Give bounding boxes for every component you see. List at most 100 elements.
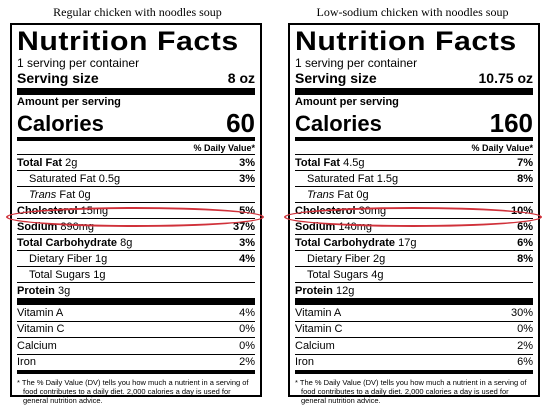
vitamin-pct: 0% xyxy=(517,323,533,336)
amount-per-serving: Amount per serving xyxy=(295,96,399,108)
amount-per-serving: Amount per serving xyxy=(17,96,121,108)
nutrition-label-regular: Nutrition Facts 1 serving per container … xyxy=(10,23,262,405)
total-fat-amount: 2g xyxy=(65,156,78,169)
label-title: Nutrition Facts xyxy=(17,26,239,56)
serving-size-value: 8 oz xyxy=(227,70,255,86)
fiber-label: Dietary Fiber 1g xyxy=(29,252,108,265)
vitamin-label: Iron xyxy=(295,356,314,369)
saturated-fat-pct: 8% xyxy=(517,172,533,185)
row-carbohydrate: Total Carbohydrate 17g 6% xyxy=(295,234,533,250)
carbohydrate-pct: 3% xyxy=(239,236,255,249)
trans-fat-italic: Trans xyxy=(307,188,335,201)
row-vitamin: Vitamin C 0% xyxy=(295,320,533,338)
calories-value: 60 xyxy=(226,108,255,138)
calories-value: 160 xyxy=(489,108,533,138)
row-total-fat: Total Fat 2g 3% xyxy=(17,154,255,170)
carbohydrate-label: Total Carbohydrate xyxy=(295,236,396,249)
row-fiber: Dietary Fiber 1g 4% xyxy=(17,250,255,266)
row-vitamin: Iron 2% xyxy=(17,353,255,371)
total-fat-pct: 7% xyxy=(517,156,533,169)
vitamin-pct: 30% xyxy=(510,306,533,319)
calories-label: Calories xyxy=(295,111,382,136)
label-title: Nutrition Facts xyxy=(295,26,517,56)
footnote: * The % Daily Value (DV) tells you how m… xyxy=(295,378,527,405)
daily-value-header: % Daily Value* xyxy=(471,143,533,153)
row-sugars: Total Sugars 1g xyxy=(17,266,255,282)
carbohydrate-amount: 17g xyxy=(398,236,417,249)
row-protein: Protein 12g xyxy=(295,282,533,298)
row-protein: Protein 3g xyxy=(17,282,255,298)
footnote: * The % Daily Value (DV) tells you how m… xyxy=(17,378,249,405)
saturated-fat-label: Saturated Fat 0.5g xyxy=(29,172,121,185)
saturated-fat-pct: 3% xyxy=(239,172,255,185)
vitamin-label: Vitamin C xyxy=(295,323,343,336)
protein-label: Protein xyxy=(17,284,55,297)
trans-fat-rest: Fat 0g xyxy=(337,188,369,201)
row-vitamin: Calcium 0% xyxy=(17,337,255,354)
label-caption-regular: Regular chicken with noodles soup xyxy=(53,5,222,19)
divider-medium xyxy=(17,137,255,141)
divider-thick xyxy=(295,298,533,305)
calories-label: Calories xyxy=(17,111,104,136)
serving-size-value: 10.75 oz xyxy=(478,70,533,86)
vitamin-pct: 2% xyxy=(517,339,533,352)
divider-medium xyxy=(295,137,533,141)
row-total-fat: Total Fat 4.5g 7% xyxy=(295,154,533,170)
divider-medium xyxy=(17,370,255,374)
row-trans-fat: Trans Fat 0g xyxy=(295,186,533,202)
row-saturated-fat: Saturated Fat 0.5g 3% xyxy=(17,170,255,186)
vitamin-label: Iron xyxy=(17,356,36,369)
vitamin-pct: 2% xyxy=(239,356,255,369)
sugars-label: Total Sugars 4g xyxy=(307,268,384,281)
divider-medium xyxy=(295,370,533,374)
serving-size-label: Serving size xyxy=(295,70,377,86)
calories-row: Calories 160 xyxy=(295,108,533,136)
carbohydrate-amount: 8g xyxy=(120,236,133,249)
row-sugars: Total Sugars 4g xyxy=(295,266,533,282)
fiber-pct: 4% xyxy=(239,252,255,265)
row-carbohydrate: Total Carbohydrate 8g 3% xyxy=(17,234,255,250)
vitamin-pct: 0% xyxy=(239,339,255,352)
protein-amount: 12g xyxy=(335,284,355,297)
vitamin-label: Calcium xyxy=(295,339,335,352)
fiber-label: Dietary Fiber 2g xyxy=(307,252,386,265)
fiber-pct: 8% xyxy=(517,252,533,265)
serving-size-label: Serving size xyxy=(17,70,99,86)
vitamin-pct: 0% xyxy=(239,323,255,336)
trans-fat-rest: Fat 0g xyxy=(59,188,91,201)
saturated-fat-label: Saturated Fat 1.5g xyxy=(307,172,399,185)
sugars-label: Total Sugars 1g xyxy=(29,268,106,281)
sodium-highlight-oval-low-sodium xyxy=(284,207,542,227)
total-fat-amount: 4.5g xyxy=(343,156,365,169)
row-vitamin: Vitamin C 0% xyxy=(17,320,255,338)
row-vitamin: Vitamin A 30% xyxy=(295,305,533,321)
calories-row: Calories 60 xyxy=(17,108,255,136)
label-caption-low-sodium: Low-sodium chicken with noodles soup xyxy=(316,5,509,19)
servings-per-container: 1 serving per container xyxy=(17,56,140,70)
vitamin-label: Vitamin A xyxy=(17,306,64,319)
serving-size-row: Serving size 8 oz xyxy=(17,70,255,86)
daily-value-header: % Daily Value* xyxy=(193,143,255,153)
trans-fat-italic: Trans xyxy=(29,188,57,201)
servings-per-container: 1 serving per container xyxy=(295,56,418,70)
carbohydrate-pct: 6% xyxy=(517,236,533,249)
serving-size-row: Serving size 10.75 oz xyxy=(295,70,533,86)
total-fat-label: Total Fat xyxy=(295,156,341,169)
vitamin-pct: 4% xyxy=(239,306,255,319)
row-saturated-fat: Saturated Fat 1.5g 8% xyxy=(295,170,533,186)
vitamin-label: Calcium xyxy=(17,339,57,352)
carbohydrate-label: Total Carbohydrate xyxy=(17,236,118,249)
total-fat-label: Total Fat xyxy=(17,156,63,169)
divider-thick xyxy=(295,88,533,95)
row-vitamin: Vitamin A 4% xyxy=(17,305,255,321)
protein-amount: 3g xyxy=(57,284,71,297)
row-fiber: Dietary Fiber 2g 8% xyxy=(295,250,533,266)
sodium-pct: 37% xyxy=(232,220,255,233)
vitamin-label: Vitamin C xyxy=(17,323,65,336)
vitamin-pct: 6% xyxy=(517,356,533,369)
divider-thick xyxy=(17,88,255,95)
sodium-pct: 6% xyxy=(517,220,533,233)
divider-thick xyxy=(17,298,255,305)
protein-label: Protein xyxy=(295,284,333,297)
row-vitamin: Calcium 2% xyxy=(295,337,533,354)
